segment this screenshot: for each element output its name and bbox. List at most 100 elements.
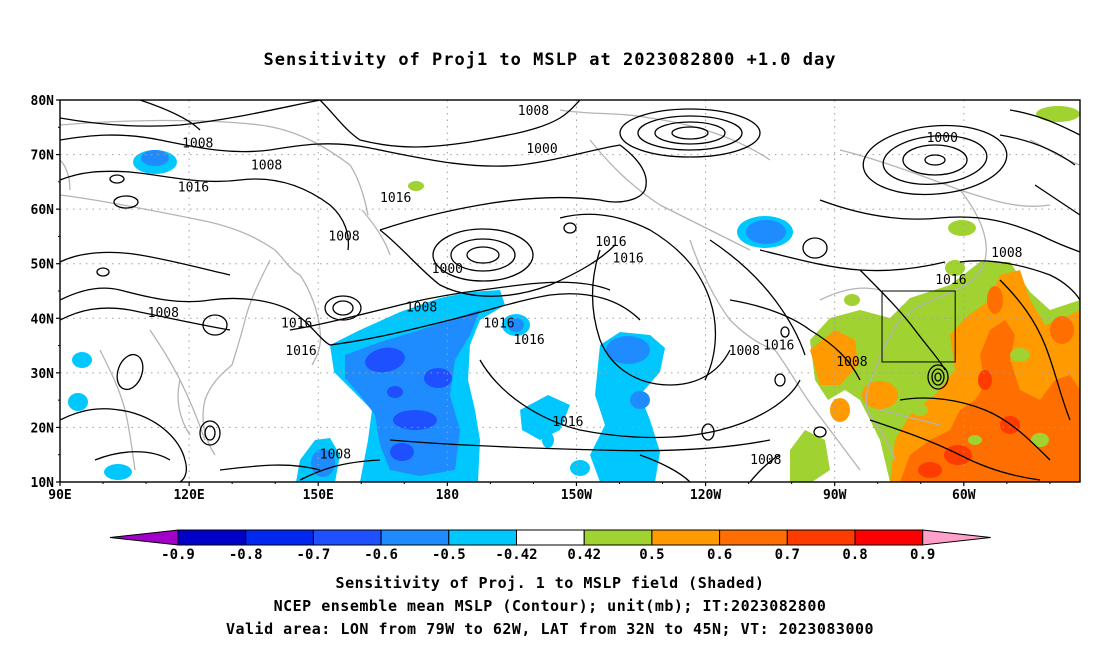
contour-label: 1016: [380, 191, 411, 206]
lat-tick-label: 20N: [31, 421, 55, 436]
lat-tick-label: 50N: [31, 258, 55, 273]
mslp-contour: [60, 100, 321, 127]
coastline: [954, 189, 987, 291]
colorbar-label: 0.6: [707, 547, 732, 563]
contour-label: 1000: [927, 131, 958, 146]
sensitivity-patch: [1031, 433, 1049, 447]
contour-label: 1016: [285, 344, 316, 359]
coastline: [299, 274, 322, 366]
lon-tick-label: 150E: [303, 488, 334, 503]
coastline: [177, 379, 191, 436]
sensitivity-patch: [590, 332, 665, 482]
sensitivity-patch: [387, 386, 403, 398]
colorbar-swatch: [854, 529, 924, 546]
mslp-contour: [927, 364, 949, 390]
coastline: [60, 159, 71, 191]
mslp-contour: [899, 397, 1051, 461]
colorbar-swatch: [583, 529, 653, 546]
sensitivity-patch: [1010, 348, 1030, 362]
mslp-contour: [619, 108, 761, 158]
coastline: [1029, 139, 1080, 166]
sensitivity-patch: [68, 393, 88, 411]
lon-tick-label: 90W: [823, 488, 847, 503]
mslp-contour: [591, 249, 731, 386]
colorbar-under-triangle: [109, 529, 179, 546]
sensitivity-patch: [408, 181, 424, 191]
mslp-contour: [819, 199, 1080, 253]
colorbar-label: 0.7: [775, 547, 800, 563]
mslp-contour: [60, 134, 621, 167]
caption-valid-area: Valid area: LON from 79W to 62W, LAT fro…: [225, 620, 875, 638]
lon-tick-label: 60W: [952, 488, 976, 503]
mslp-contour: [139, 100, 201, 131]
mslp-contour: [109, 174, 125, 184]
mslp-contour: [1034, 184, 1080, 216]
mslp-contour: [563, 222, 577, 234]
figure-title: Sensitivity of Proj1 to MSLP at 20230828…: [263, 50, 837, 70]
sensitivity-patch: [830, 398, 850, 422]
lat-tick-label: 30N: [31, 367, 55, 382]
mslp-contour: [934, 372, 942, 382]
mslp-contour: [599, 144, 647, 203]
colorbar-label: 0.9: [910, 547, 935, 563]
mslp-contour: [859, 269, 946, 371]
coastline: [202, 364, 233, 456]
contour-label: 1016: [513, 333, 544, 348]
contour-label: 1008: [251, 158, 282, 173]
colorbar-label: -0.5: [432, 547, 466, 563]
coastline: [774, 349, 861, 471]
colorbar-label: 0.42: [567, 547, 601, 563]
mslp-contour: [749, 454, 781, 482]
coastline: [879, 409, 941, 426]
contour-label: 1008: [836, 355, 867, 370]
contour-label: 1000: [432, 262, 463, 277]
coastline: [689, 239, 776, 351]
sensitivity-patch: [393, 410, 437, 430]
sensitivity-patch: [72, 352, 92, 368]
mslp-contour: [780, 326, 790, 338]
colorbar-label: -0.8: [229, 547, 263, 563]
mslp-contour: [862, 124, 1008, 196]
coastline: [589, 139, 751, 251]
colorbar-swatch: [245, 529, 314, 546]
colorbar-label: -0.9: [161, 547, 195, 563]
sensitivity-patch: [810, 330, 858, 385]
mslp-contour: [60, 408, 187, 482]
mslp-contour: [902, 144, 968, 176]
lon-tick-label: 120E: [173, 488, 204, 503]
mslp-contour: [379, 229, 616, 297]
lat-tick-label: 10N: [31, 476, 55, 491]
mslp-contour: [113, 195, 139, 209]
sensitivity-patch: [918, 462, 942, 478]
sensitivity-patch: [987, 286, 1003, 314]
coastline: [349, 164, 369, 216]
mslp-contour: [869, 419, 1041, 481]
mslp-contour: [299, 459, 381, 481]
colorbar-label: -0.6: [364, 547, 398, 563]
sensitivity-patch: [606, 336, 650, 364]
contour-label: 1016: [612, 251, 643, 266]
colorbar-label: 0.8: [842, 547, 867, 563]
sensitivity-patch: [862, 381, 898, 409]
lat-tick-label: 80N: [31, 94, 55, 109]
mslp-contour: [774, 373, 786, 387]
mslp-contour: [931, 368, 945, 386]
mslp-contour: [882, 135, 988, 185]
lon-tick-label: 180: [436, 488, 460, 503]
colorbar-over-triangle: [922, 529, 991, 546]
mslp-contour: [959, 260, 1080, 301]
sensitivity-patch: [570, 460, 590, 476]
coastline: [60, 119, 351, 166]
contour-label: 1008: [729, 344, 760, 359]
mslp-contours: [60, 100, 1080, 482]
contour-label: 1008: [750, 453, 781, 468]
valid-area-box: [881, 290, 956, 363]
sensitivity-patch: [542, 432, 554, 448]
mslp-contour: [219, 464, 321, 471]
contour-label: 1008: [182, 137, 213, 152]
mslp-contour: [559, 213, 717, 381]
lon-tick-label: 90E: [48, 488, 71, 503]
mslp-contour: [389, 439, 771, 452]
mslp-contour: [60, 287, 331, 346]
